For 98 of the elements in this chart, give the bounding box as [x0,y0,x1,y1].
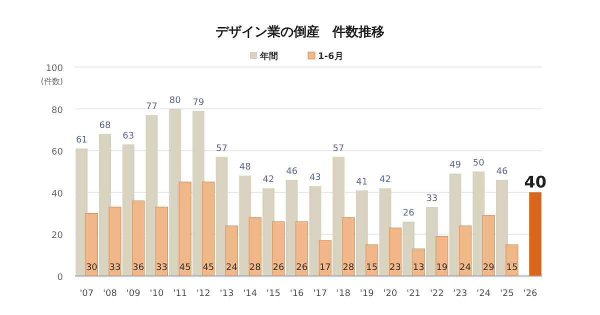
data-label: 57 [332,144,344,154]
data-label: 28 [249,263,262,273]
data-label: 45 [179,263,191,273]
bar [216,156,228,276]
bar [318,240,332,276]
data-label: 19 [436,263,448,273]
data-label: 45 [202,263,214,273]
data-label: 40 [524,172,546,192]
y-tick-label: 100 [46,64,64,74]
y-tick-label: 40 [52,189,64,200]
data-label: 26 [272,263,284,273]
bar [379,188,392,276]
data-label: 24 [460,263,472,273]
data-label: 57 [216,144,228,154]
x-tick-label: '22 [430,289,444,299]
y-axis-title: (件数) [40,77,63,86]
bar [108,206,122,276]
data-label: 15 [366,263,378,273]
bar [309,186,322,276]
data-label: 17 [319,263,331,273]
bar [146,115,158,276]
data-label: 15 [506,263,518,273]
data-label: 28 [342,263,355,273]
data-label: 42 [262,175,274,186]
data-label: 33 [109,263,121,273]
bar [436,236,448,276]
x-tick-label: '15 [266,289,280,299]
x-tick-label: '12 [196,289,210,299]
y-tick-label: 60 [52,148,64,158]
legend-label: 1-6月 [318,51,344,62]
data-label: 24 [226,263,238,273]
data-label: 43 [309,173,321,184]
x-tick-label: '18 [336,289,351,299]
x-tick-label: '21 [406,289,421,299]
bar [342,217,355,276]
bar [239,176,252,276]
bar [85,213,98,276]
data-label: 79 [192,98,204,108]
data-label: 46 [496,166,508,177]
bar [482,215,495,276]
data-label: 48 [239,162,252,173]
bar [506,244,518,276]
bar [388,228,402,276]
bar [356,190,368,276]
data-label: 26 [296,263,308,273]
x-tick-label: '07 [80,289,94,299]
x-tick-label: '24 [476,289,491,299]
data-label: 30 [86,263,98,273]
bar [496,180,508,276]
legend-label: 年間 [259,51,278,62]
bar [155,206,168,276]
bar [248,217,262,276]
y-tick-label: 80 [52,106,64,116]
x-tick-label: '17 [313,289,328,299]
data-label: 26 [402,208,415,219]
bar [458,226,472,276]
data-label: 68 [99,120,112,131]
x-tick-label: '14 [243,289,258,299]
data-label: 61 [76,136,88,146]
bar [529,192,542,276]
data-label: 80 [169,96,182,106]
x-tick-label: '09 [126,289,141,299]
bar [202,182,215,276]
data-label: 50 [472,158,485,168]
data-label: 46 [286,166,298,177]
data-label: 63 [122,131,134,142]
x-tick-label: '08 [103,289,118,299]
data-label: 29 [482,263,495,273]
x-tick-label: '19 [360,289,374,299]
bar [132,200,145,276]
data-label: 77 [146,102,158,112]
x-tick-label: '16 [290,289,304,299]
data-label: 13 [412,263,424,273]
bar [225,226,238,276]
bar [402,222,415,276]
data-label: 49 [450,160,462,171]
x-tick-label: '20 [383,289,398,299]
bar [472,172,485,276]
bar [178,182,192,276]
y-tick-label: 20 [52,231,64,242]
x-tick-label: '11 [173,289,188,299]
data-label: 23 [390,263,401,273]
bar [76,148,88,276]
x-tick-label: '10 [150,289,164,299]
data-label: 36 [132,263,144,273]
data-label: 42 [380,175,391,186]
data-label: 33 [426,194,438,204]
x-tick-label: '26 [523,289,538,299]
y-tick-label: 0 [57,273,64,283]
data-label: 33 [156,263,168,273]
bar [272,221,285,276]
data-label: 41 [356,177,368,188]
bar [296,221,308,276]
chart-title: デザイン業の倒産 件数推移 [216,24,384,40]
x-tick-label: '23 [453,289,468,299]
bar [169,108,182,276]
x-tick-label: '25 [500,289,514,299]
x-tick-label: '13 [220,289,234,299]
